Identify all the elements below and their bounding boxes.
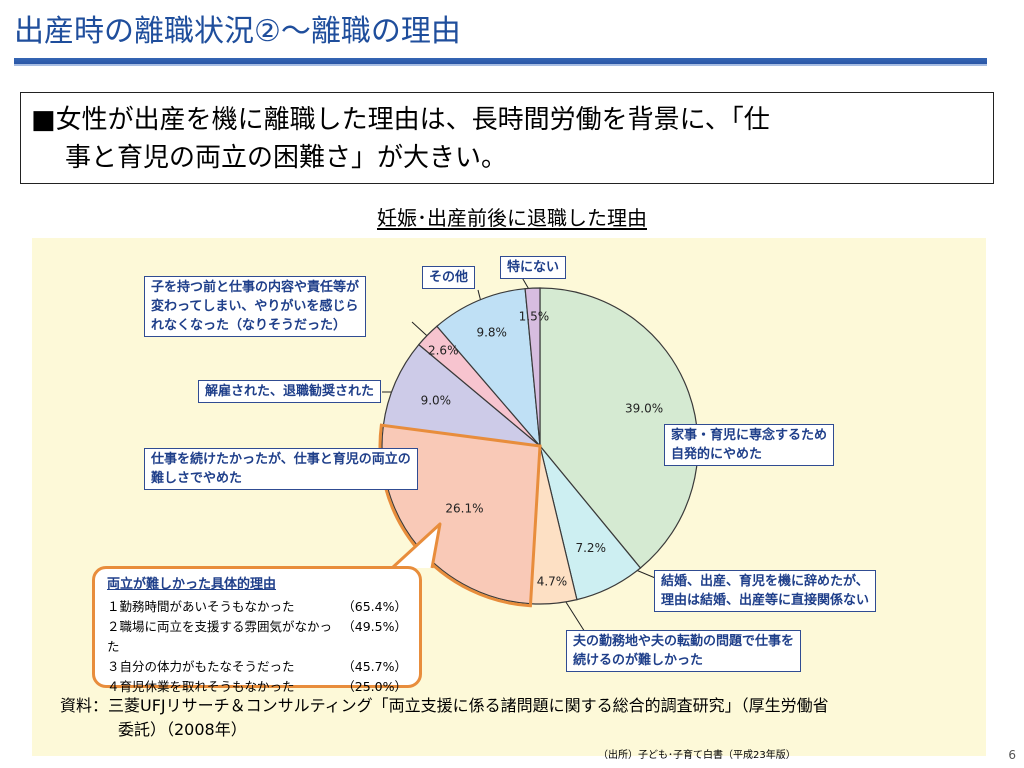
callout-unrelated: 結婚、出産、育児を機に辞めたが、 理由は結婚、出産等に直接関係ない [654,570,877,612]
breakdown-value: （25.0%） [342,679,407,694]
slice-value-label-job-changed: 2.6% [428,344,459,358]
breakdown-text: １勤務時間があいそうもなかった [107,599,295,614]
footnote: （出所）子ども･子育て白書（平成23年版） [598,750,796,761]
callout-line: 子を持つ前と仕事の内容や責任等が [151,280,360,295]
slice-value-label-dismissed: 9.0% [421,393,452,407]
callout-line: 特にない [507,260,560,275]
callout-line: 仕事を続けたかったが、仕事と育児の両立の [151,452,411,467]
breakdown-row: ３自分の体力がもたなそうだった （45.7%） [107,657,407,677]
pie-slice-nothing [524,287,541,447]
breakdown-text: ２職場に両立を支援する雰囲気がなかった [107,619,333,654]
callout-line: 家事・育児に専念するため [671,428,828,443]
source-note: 資料：三菱UFJリサーチ＆コンサルティング「両立支援に係る諸問題に関する総合的調… [60,694,829,742]
pie-slice-dismissed [382,343,542,447]
callout-homemaking: 家事・育児に専念するため 自発的にやめた [664,424,835,466]
breakdown-pointer [390,522,442,570]
callout-line: 夫の勤務地や夫の転勤の問題で仕事を [573,634,795,649]
slice-value-label-other: 9.8% [476,326,507,340]
breakdown-row: １勤務時間があいそうもなかった （65.4%） [107,597,407,617]
breakdown-text: ４育児休業を取れそうもなかった [107,679,295,694]
slice-value-label-husband-transfer: 4.7% [537,574,568,588]
slide-title: 出産時の離職状況②～離職の理由 [14,14,461,49]
breakdown-row: ２職場に両立を支援する雰囲気がなかった （49.5%） [107,617,407,657]
breakdown-row: ４育児休業を取れそうもなかった （25.0%） [107,677,407,697]
slice-value-labels: 39.0% 7.2% 4.7% 26.1% 9.0% 2.6% 9.8% 1.5% [421,310,664,589]
callout-job-changed: 子を持つ前と仕事の内容や責任等が 変わってしまい、やりがいを感じら れなくなった… [144,276,367,337]
callout-line: 結婚、出産、育児を機に辞めたが、 [661,574,869,589]
breakdown-value: （49.5%） [342,619,407,634]
slice-value-label-nothing: 1.5% [519,310,550,324]
summary-line-2: 事と育児の両立の困難さ」が大きい。 [65,143,508,173]
pie-slices [381,287,699,605]
chart-heading: 妊娠･出産前後に退職した理由 [377,206,647,230]
callout-other: その他 [422,266,476,289]
callout-line: 難しさでやめた [151,471,243,486]
breakdown-value: （65.4%） [342,599,407,614]
source-line-1: 資料：三菱UFJリサーチ＆コンサルティング「両立支援に係る諸問題に関する総合的調… [60,696,829,715]
callout-husband-transfer: 夫の勤務地や夫の転勤の問題で仕事を 続けるのが難しかった [566,630,802,672]
summary-line-1: ■女性が出産を機に離職した理由は、長時間労働を背景に、「仕 [31,105,770,135]
breakdown-value: （45.7%） [342,659,407,674]
slice-value-label-homemaking: 39.0% [625,402,663,416]
summary-box: ■女性が出産を機に離職した理由は、長時間労働を背景に、「仕 事と育児の両立の困難… [20,92,994,184]
breakdown-title: 両立が難しかった具体的理由 [107,577,277,592]
callout-line: 変わってしまい、やりがいを感じら [151,299,359,314]
title-underline [14,58,987,66]
callout-work-life-balance: 仕事を続けたかったが、仕事と育児の両立の 難しさでやめた [144,448,418,490]
callout-line: 続けるのが難しかった [573,653,704,668]
pie-slice-homemaking [539,287,699,569]
callout-dismissed: 解雇された、退職勧奨された [198,380,382,403]
slice-value-label-work-life-balance: 26.1% [445,501,483,515]
callout-line: 解雇された、退職勧奨された [205,384,375,399]
breakdown-text: ３自分の体力がもたなそうだった [107,659,295,674]
source-line-2: 委託）（2008年） [118,720,247,739]
page-number: 6 [1008,748,1016,762]
callout-line: 理由は結婚、出産等に直接関係ない [661,593,870,608]
callout-nothing: 特にない [500,256,567,279]
breakdown-box: 両立が難しかった具体的理由 １勤務時間があいそうもなかった （65.4%） ２職… [92,566,422,694]
callout-line: その他 [429,270,469,285]
callout-line: れなくなった（なりそうだった） [151,318,347,333]
pie-slice-other [436,288,541,448]
callout-line: 自発的にやめた [671,447,763,462]
slice-value-label-unrelated: 7.2% [575,541,606,555]
